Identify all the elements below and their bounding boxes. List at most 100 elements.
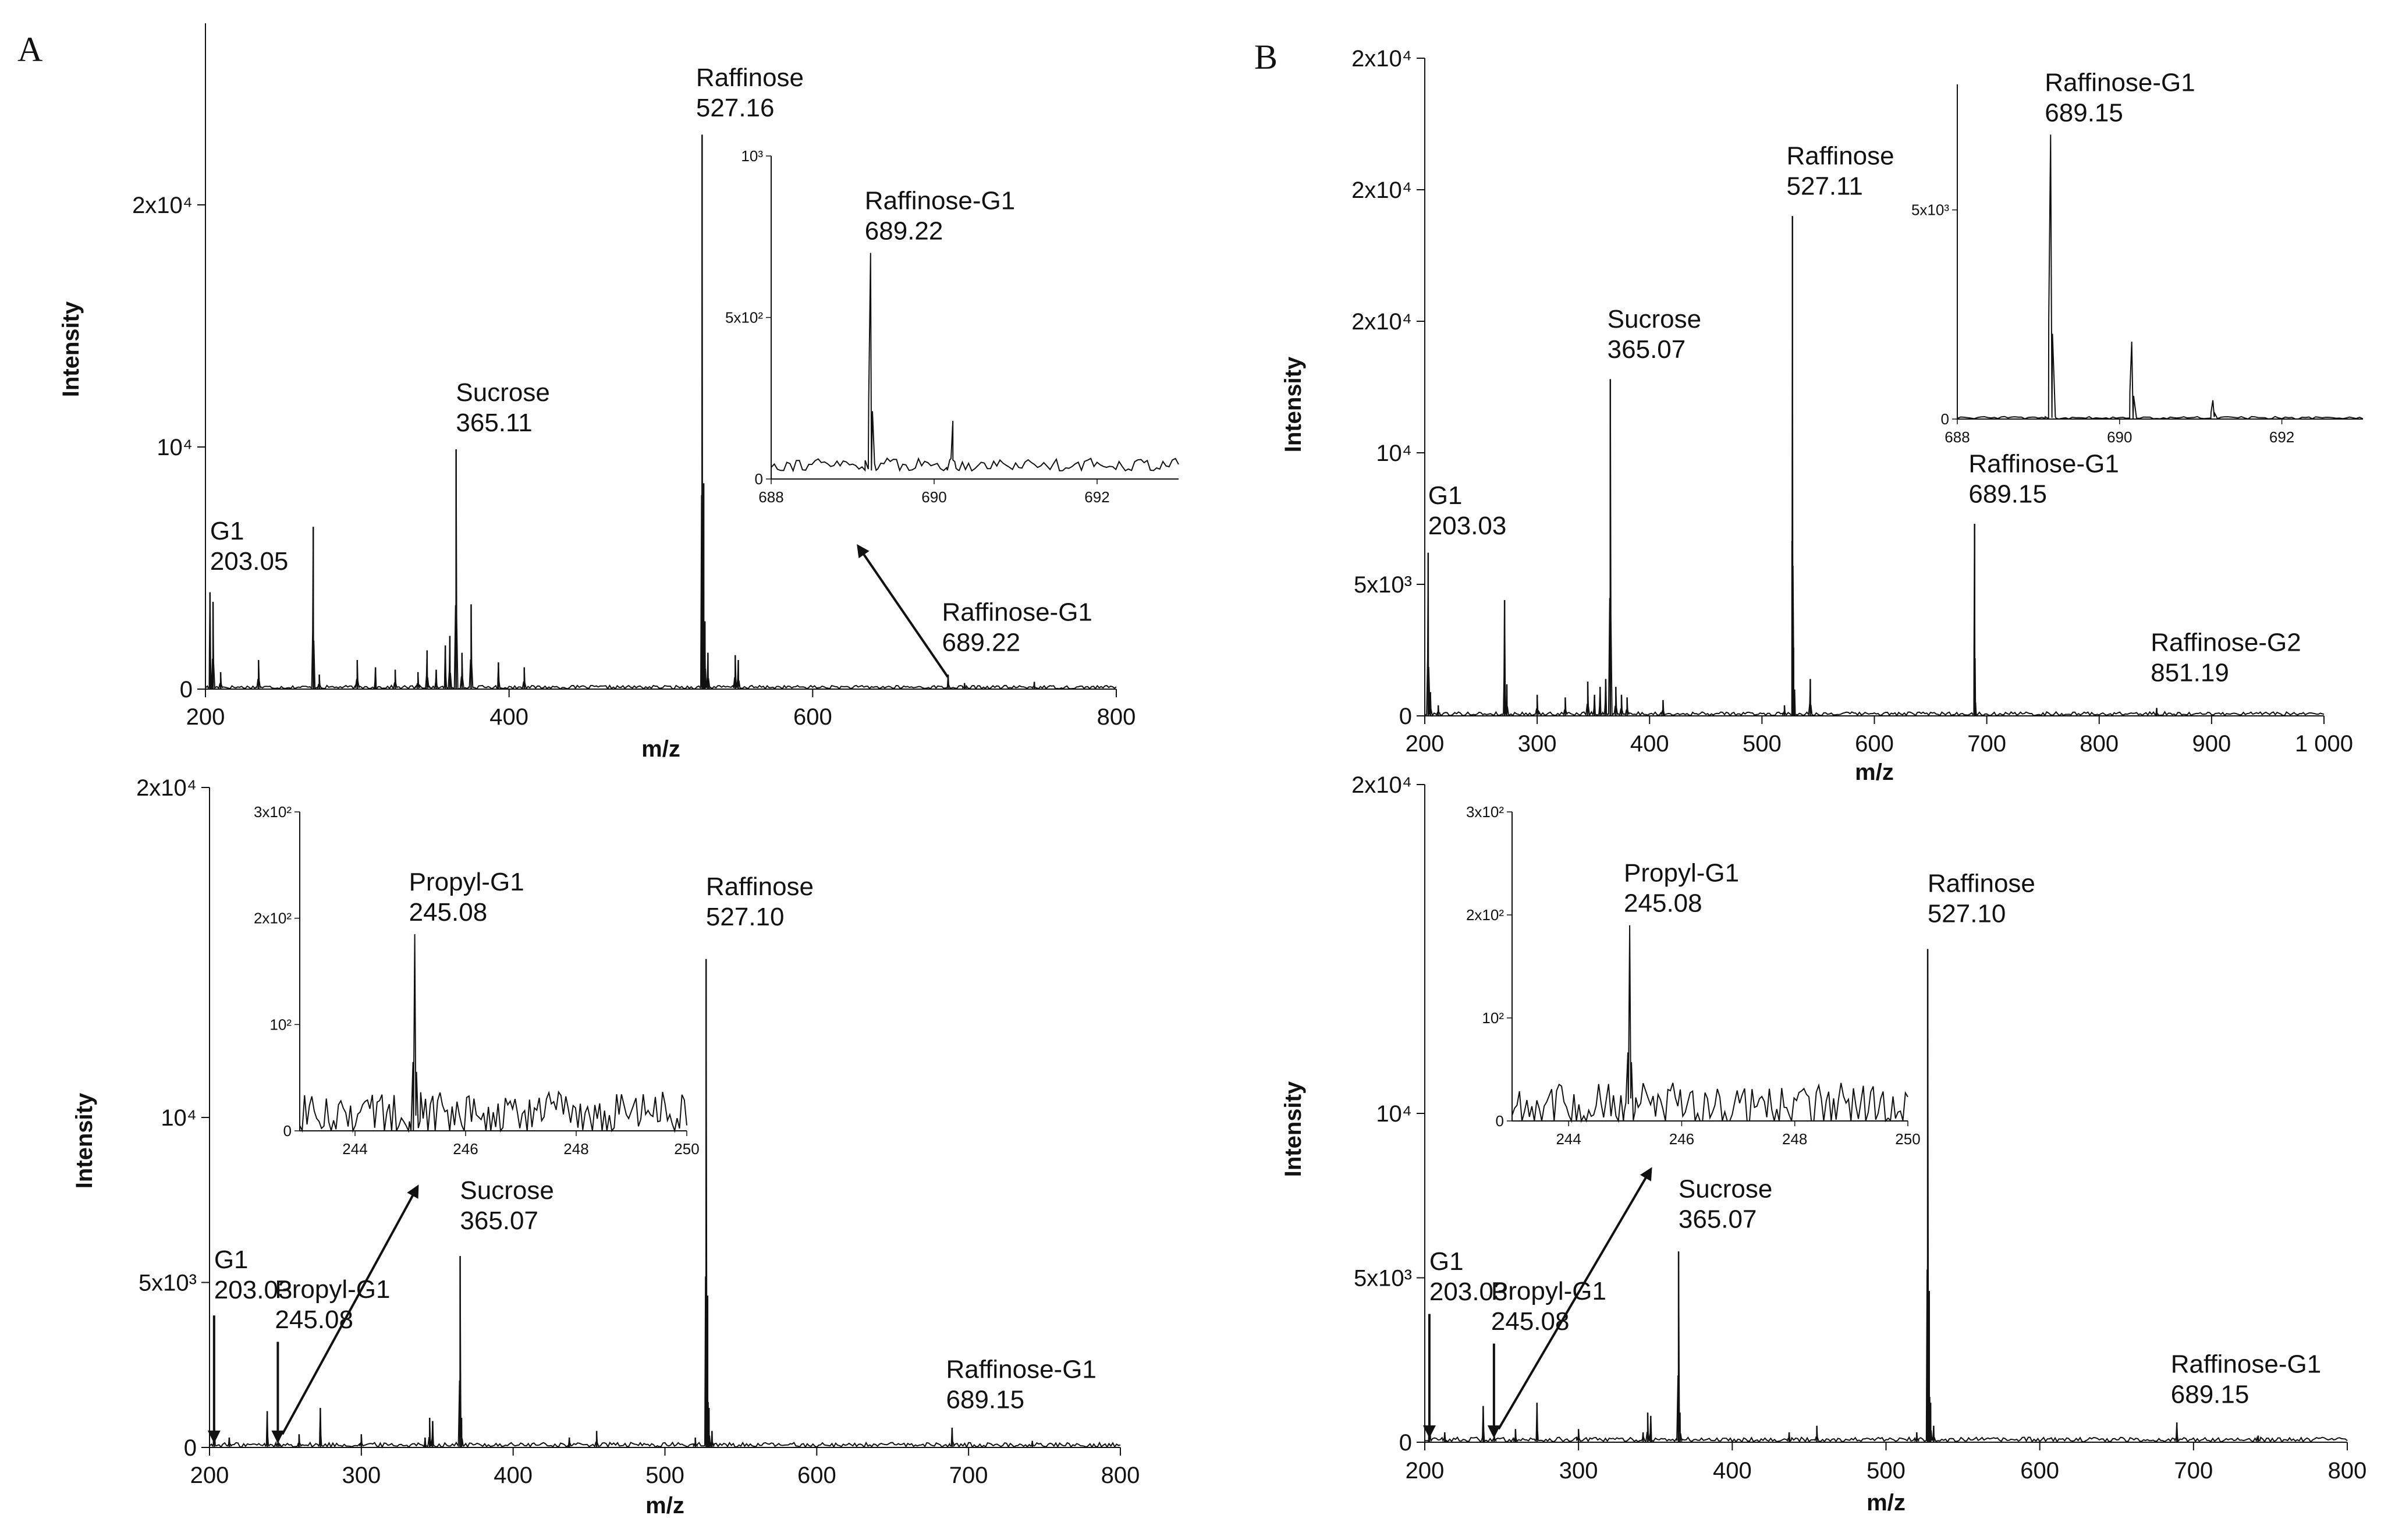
inset-peak-annotation: Propyl-G1 245.08 [409, 868, 524, 927]
inset-peak-annotation-line: 689.15 [2045, 98, 2123, 127]
inset-x-tick-label: 244 [342, 1140, 367, 1158]
x-tick-label: 600 [797, 1463, 836, 1488]
y-tick-label: 0 [1399, 1430, 1412, 1456]
peak-annotation-line: 365.07 [1679, 1205, 1757, 1234]
y-tick-label: 2x10⁴ [1351, 46, 1412, 72]
peak-annotation: Propyl-G1 245.08 [275, 1275, 390, 1334]
peak-annotation: Raffinose-G1 689.22 [942, 598, 1092, 657]
y-tick-label: 5x10³ [139, 1271, 197, 1296]
inset-x-tick-label: 690 [921, 488, 946, 506]
inset-background [1512, 812, 1908, 1121]
peak-annotation-line: Raffinose [696, 63, 804, 92]
peak-annotation: G1 203.05 [210, 517, 289, 576]
peak-annotation-line: Sucrose [1679, 1175, 1772, 1204]
inset-x-tick-label: 250 [674, 1140, 699, 1158]
inset-y-tick-label: 2x10² [1466, 906, 1504, 924]
inset-spectrum-line [1957, 134, 2364, 420]
inset-x-tick-label: 688 [1945, 428, 1970, 446]
peak-annotation-line: 365.11 [456, 409, 532, 437]
y-axis-title: Intensity [1280, 1081, 1306, 1177]
peak-annotation-line: Propyl-G1 [1491, 1277, 1606, 1305]
inset-peak-annotation-line: 245.08 [1624, 889, 1702, 918]
inset-y-tick-label: 3x10² [1466, 803, 1504, 821]
x-tick-label: 800 [2328, 1458, 2367, 1484]
peak-annotation-line: 245.08 [1491, 1307, 1570, 1336]
peak-annotation-line: Raffinose-G1 [946, 1355, 1096, 1383]
y-tick-label: 10⁴ [1376, 441, 1412, 466]
x-tick-label: 200 [1406, 731, 1445, 757]
x-tick-label: 400 [1630, 731, 1669, 757]
inset-y-tick-label: 5x10³ [1911, 201, 1949, 219]
peak-annotation: Raffinose 527.16 [696, 63, 804, 122]
panel-label-a: A [17, 30, 42, 69]
peak-annotation-line: G1 [210, 517, 244, 545]
y-tick-label: 10⁴ [1376, 1101, 1412, 1127]
annotation-arrow [857, 544, 949, 678]
peak-annotation: Raffinose 527.11 [1787, 142, 1894, 201]
inset-y-tick-label: 10² [1482, 1009, 1504, 1027]
y-axis-title: Intensity [72, 1092, 97, 1188]
peak-annotation-line: 527.10 [706, 903, 785, 931]
inset-background [771, 156, 1179, 479]
x-tick-label: 300 [1559, 1458, 1598, 1484]
x-tick-label: 400 [489, 704, 528, 730]
peak-annotation: Sucrose 365.07 [460, 1176, 553, 1235]
peak-annotation-line: Raffinose-G1 [1968, 449, 2119, 478]
inset-y-tick-label: 5x10² [725, 309, 763, 327]
y-tick-label: 10⁴ [161, 1105, 197, 1131]
y-tick-label: 0 [180, 677, 193, 702]
inset-x-tick-label: 244 [1556, 1130, 1581, 1148]
x-axis-title: m/z [1867, 1490, 1906, 1516]
peak-annotation-line: Sucrose [456, 378, 549, 407]
inset-y-tick-label: 0 [1941, 410, 1949, 428]
peak-annotation: Raffinose-G2 851.19 [2151, 628, 2301, 687]
inset-x-tick-label: 692 [1084, 488, 1109, 506]
x-tick-label: 700 [2174, 1458, 2213, 1484]
x-tick-label: 800 [1101, 1463, 1140, 1488]
inset-plot: 244 246 248 250 0 10² 2x10² 3x10² Propyl-G1 245.0… [254, 803, 700, 1158]
inset-peak-annotation-line: Raffinose-G1 [2045, 68, 2195, 97]
peak-annotation-line: Raffinose [1928, 869, 2035, 897]
x-tick-label: 700 [949, 1463, 988, 1488]
inset-y-tick-label: 10² [269, 1016, 292, 1033]
peak-annotation-line: 851.19 [2151, 658, 2229, 687]
peak-annotation-line: 245.08 [275, 1305, 353, 1334]
inset-y-tick-label: 0 [283, 1122, 292, 1140]
x-tick-label: 200 [1406, 1458, 1445, 1484]
x-tick-label: 900 [2192, 731, 2231, 757]
peak-annotation: Sucrose 365.11 [456, 378, 549, 437]
inset-y-tick-label: 2x10² [254, 910, 292, 927]
inset-x-tick-label: 248 [563, 1140, 588, 1158]
x-tick-label: 300 [1518, 731, 1557, 757]
x-axis-title: m/z [645, 1493, 684, 1518]
inset-x-tick-label: 248 [1782, 1130, 1807, 1148]
peak-annotation-line: G1 [1428, 481, 1463, 510]
peak-annotation: Raffinose-G1 689.15 [946, 1355, 1096, 1414]
y-tick-label: 2x10⁴ [132, 193, 193, 218]
x-tick-label: 500 [1867, 1458, 1906, 1484]
x-tick-label: 800 [2080, 731, 2119, 757]
y-tick-label: 0 [184, 1435, 197, 1461]
y-tick-label: 5x10³ [1354, 1266, 1412, 1291]
y-tick-label: 2x10⁴ [1351, 772, 1412, 798]
panel-label-b: B [1254, 38, 1278, 76]
spectrum-a-bottom: 200 300 400 500 600 700 800 0 5x10³ 10⁴ 2x10⁴ m/z In… [72, 775, 1140, 1518]
x-tick-label: 600 [2020, 1458, 2059, 1484]
peak-annotation: G1 203.03 [1429, 1247, 1508, 1306]
inset-y-tick-label: 3x10² [254, 803, 292, 821]
spectrum-line [1424, 216, 2325, 717]
x-tick-label: 200 [186, 704, 225, 730]
x-tick-label: 300 [342, 1463, 381, 1488]
y-tick-label: 10⁴ [157, 435, 193, 460]
peak-annotation-line: 203.05 [210, 547, 289, 576]
inset-peak-annotation: Propyl-G1 245.08 [1624, 859, 1739, 918]
inset-spectrum-line [1511, 925, 1908, 1123]
peak-annotation-line: 203.03 [1428, 512, 1507, 540]
y-tick-label: 2x10⁴ [1351, 309, 1412, 335]
peak-annotation-line: 527.16 [696, 94, 775, 122]
inset-peak-annotation: Raffinose-G1 689.15 [2045, 68, 2195, 127]
x-tick-label: 500 [1743, 731, 1782, 757]
inset-y-tick-label: 0 [1496, 1112, 1504, 1130]
spectrum-b-bottom: 200 300 400 500 600 700 800 0 5x10³ 10⁴ 2x10⁴ m/z In… [1280, 772, 2366, 1516]
